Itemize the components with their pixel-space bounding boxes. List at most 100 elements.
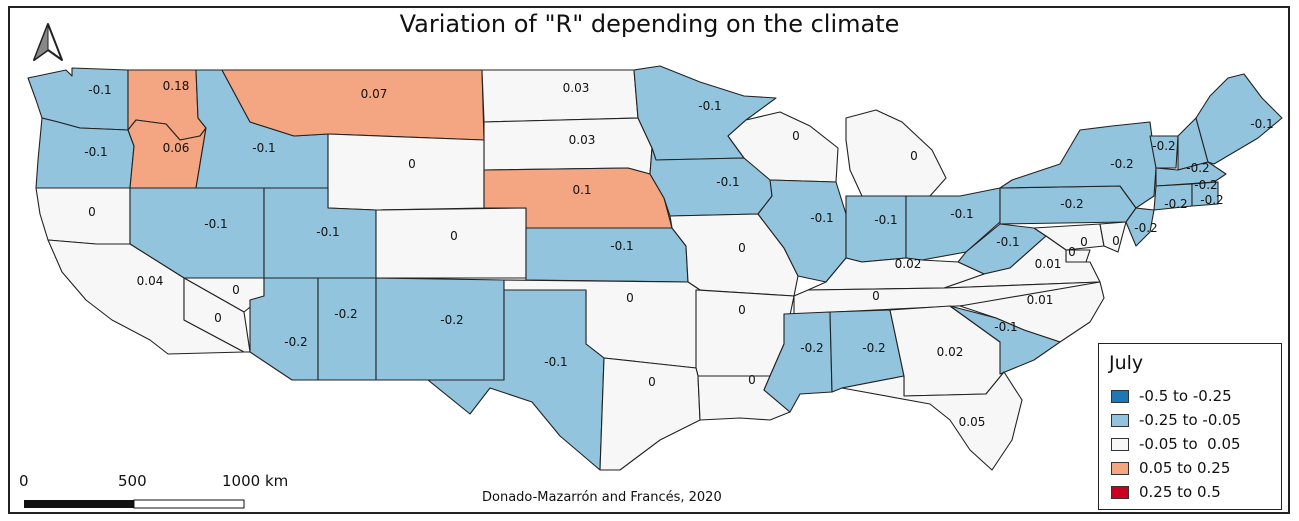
- legend-label: -0.25 to -0.05: [1139, 411, 1242, 429]
- label-WV: -0.1: [996, 235, 1019, 249]
- region-CA_SE: [183, 277, 251, 353]
- region-CA_N: [35, 187, 131, 245]
- label-KS: -0.1: [610, 239, 633, 253]
- label-VA: 0.01: [1035, 257, 1062, 271]
- label-UT: -0.1: [316, 225, 339, 239]
- label-ME: -0.1: [1250, 117, 1273, 131]
- legend: July -0.5 to -0.25 -0.25 to -0.05 -0.05 …: [1098, 343, 1282, 510]
- legend-swatch: [1111, 437, 1129, 451]
- region-MD: [1033, 223, 1105, 251]
- map-credit: Donado-Mazarrón and Francés, 2020: [482, 490, 722, 505]
- label-DC: 0: [1068, 245, 1076, 259]
- label-AZ_E: -0.2: [334, 307, 357, 321]
- region-FL: [841, 371, 1023, 471]
- label-AZ: -0.2: [284, 335, 307, 349]
- legend-item: 0.05 to 0.25: [1111, 458, 1230, 478]
- label-TN: 0: [872, 289, 880, 303]
- region-MI: [845, 109, 947, 197]
- label-TX: 0: [648, 375, 656, 389]
- label-ID_S: 0.06: [163, 141, 190, 155]
- label-VT: -0.2: [1152, 139, 1175, 153]
- label-CA_N: 0: [88, 205, 96, 219]
- region-IL: [757, 179, 847, 283]
- label-MO: 0: [738, 241, 746, 255]
- label-RI: -0.2: [1200, 193, 1223, 207]
- legend-item: -0.05 to 0.05: [1111, 434, 1241, 454]
- label-GA: 0.02: [937, 345, 964, 359]
- region-AZ_E: [263, 277, 377, 381]
- label-NH: -0.2: [1186, 161, 1209, 175]
- label-PA: -0.2: [1060, 197, 1083, 211]
- label-NM: -0.2: [440, 313, 463, 327]
- label-MI: 0: [910, 149, 918, 163]
- label-CA: 0.04: [137, 274, 164, 288]
- label-NV: -0.1: [204, 217, 227, 231]
- legend-item: -0.5 to -0.25: [1111, 386, 1232, 406]
- legend-swatch: [1111, 413, 1129, 427]
- label-CA_SE: 0: [214, 311, 222, 325]
- label-IN: -0.1: [874, 213, 897, 227]
- scale-label-1000: 1000 km: [222, 472, 289, 490]
- label-MT_W: -0.1: [252, 141, 275, 155]
- label-FL: 0.05: [959, 415, 986, 429]
- region-NM: [375, 277, 505, 381]
- region-RI: [1191, 181, 1219, 207]
- label-KY: 0.02: [895, 257, 922, 271]
- label-SC: -0.1: [994, 320, 1017, 334]
- label-NE: 0.1: [572, 183, 591, 197]
- legend-label: 0.25 to 0.5: [1139, 483, 1221, 501]
- label-ND: 0.03: [563, 81, 590, 95]
- region-IN: [845, 195, 907, 263]
- legend-label: -0.05 to 0.05: [1139, 435, 1241, 453]
- region-ID_S: [127, 119, 207, 189]
- label-MS: -0.2: [800, 341, 823, 355]
- label-NJ: -0.2: [1134, 221, 1157, 235]
- legend-item: 0.25 to 0.5: [1111, 482, 1221, 502]
- label-SD: 0.03: [569, 133, 596, 147]
- legend-swatch: [1111, 389, 1129, 403]
- label-OK: 0: [626, 291, 634, 305]
- region-CA: [47, 239, 245, 355]
- region-SC: [949, 305, 1061, 375]
- label-WY: 0: [408, 157, 416, 171]
- label-OH: -0.1: [950, 207, 973, 221]
- region-ME: [1195, 73, 1283, 165]
- label-IL: -0.1: [810, 211, 833, 225]
- region-ND: [481, 69, 639, 123]
- legend-swatch: [1111, 485, 1129, 499]
- region-VT: [1149, 135, 1179, 169]
- scale-label-500: 500: [118, 472, 147, 490]
- label-ID_N: 0.18: [163, 79, 190, 93]
- label-NY: -0.2: [1110, 157, 1133, 171]
- label-MD: 0: [1080, 235, 1088, 249]
- legend-label: 0.05 to 0.25: [1139, 459, 1231, 477]
- label-IA: -0.1: [716, 175, 739, 189]
- region-WY: [327, 133, 485, 211]
- label-DE: 0: [1112, 234, 1120, 248]
- label-NC: 0.01: [1027, 293, 1054, 307]
- region-DE: [1099, 221, 1127, 253]
- label-MN: -0.1: [698, 99, 721, 113]
- legend-label: -0.5 to -0.25: [1139, 387, 1232, 405]
- region-KS: [525, 227, 689, 283]
- label-CO: 0: [450, 229, 458, 243]
- scale-bar: [24, 499, 245, 509]
- label-CT: -0.2: [1164, 197, 1187, 211]
- label-AR: 0: [738, 303, 746, 317]
- region-TX: [599, 357, 701, 471]
- region-NJ: [1125, 207, 1155, 247]
- north-arrow-icon: [33, 23, 63, 61]
- label-WI: 0: [792, 129, 800, 143]
- map-title: Variation of "R" depending on the climat…: [399, 10, 900, 38]
- label-LA: 0: [748, 373, 756, 387]
- legend-item: -0.25 to -0.05: [1111, 410, 1241, 430]
- label-MT: 0.07: [361, 87, 388, 101]
- label-OR: -0.1: [84, 145, 107, 159]
- label-TX_W: -0.1: [544, 355, 567, 369]
- legend-title: July: [1109, 352, 1144, 374]
- label-MA: -0.2: [1194, 178, 1217, 192]
- region-WI: [727, 111, 839, 183]
- region-CO: [375, 207, 527, 279]
- legend-swatch: [1111, 461, 1129, 475]
